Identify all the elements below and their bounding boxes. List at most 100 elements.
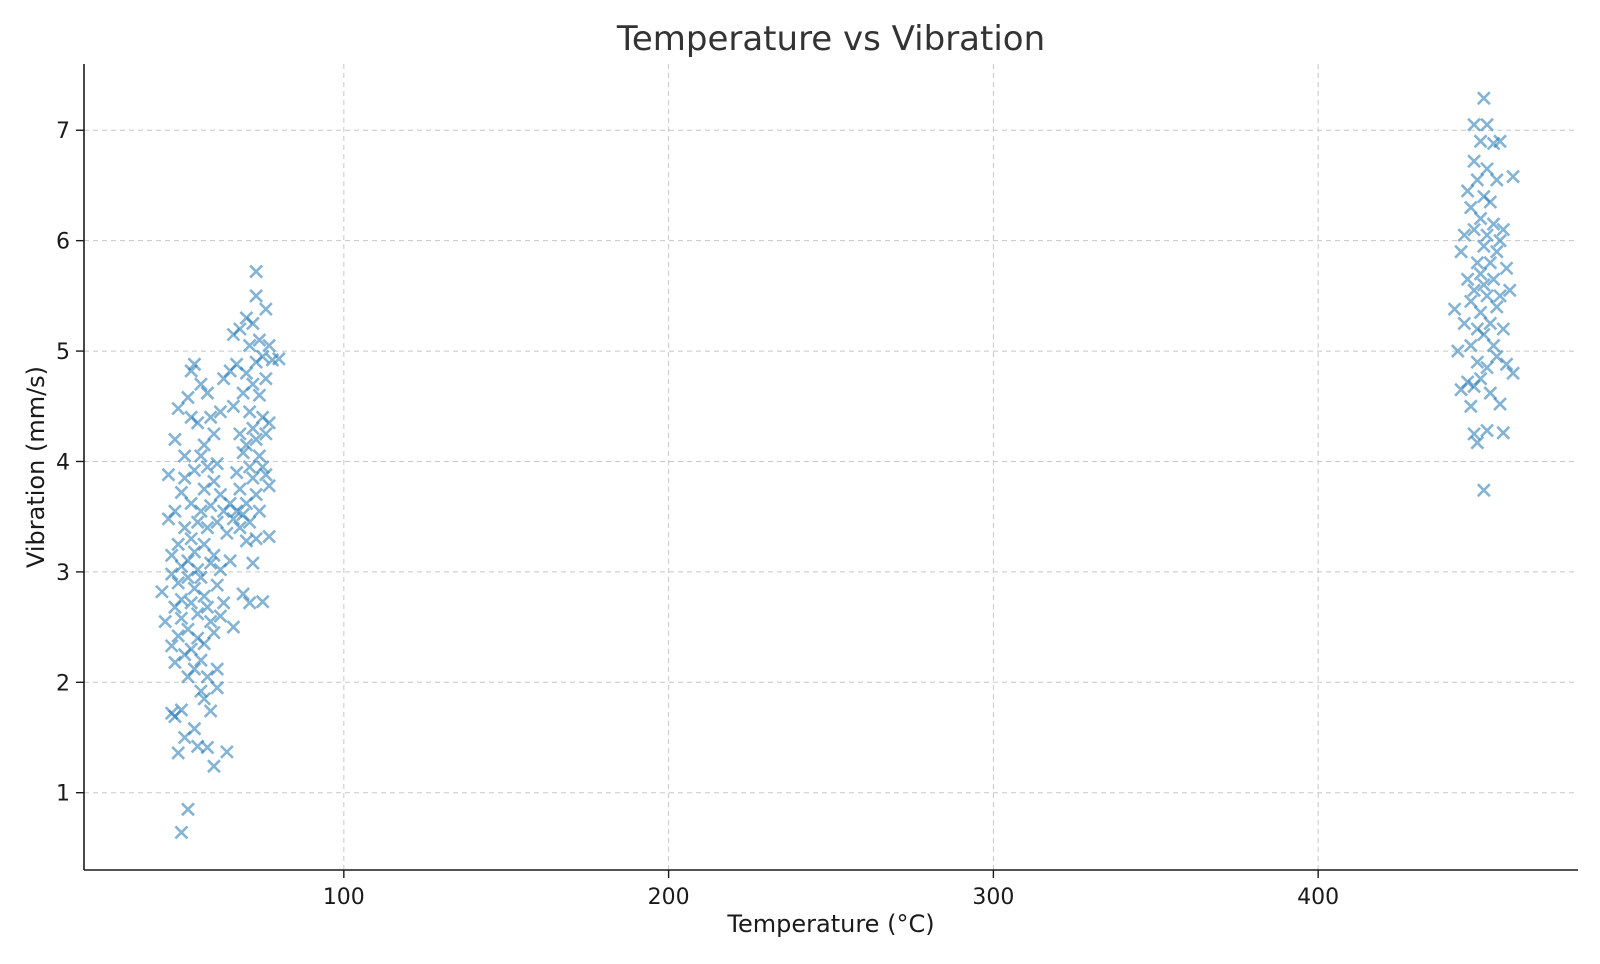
data-point: [1473, 266, 1488, 281]
data-point: [252, 449, 267, 463]
data-point: [1447, 302, 1462, 317]
data-point: [194, 504, 208, 519]
data-point: [1467, 283, 1481, 298]
data-point: [1489, 299, 1504, 314]
data-point: [258, 467, 273, 482]
data-point: [203, 410, 218, 425]
data-point: [1496, 425, 1511, 440]
data-point: [210, 515, 225, 530]
data-point: [190, 515, 205, 530]
data-point: [239, 437, 254, 452]
data-point: [1470, 173, 1485, 187]
x-tick-label: 100: [323, 885, 365, 910]
data-point: [1460, 375, 1475, 389]
data-point: [1460, 184, 1475, 198]
data-point: [1489, 173, 1504, 187]
data-point: [171, 746, 186, 760]
data-point: [1473, 371, 1488, 386]
data-point: [164, 638, 179, 653]
data-point: [206, 625, 221, 640]
data-point: [184, 496, 199, 511]
data-point: [219, 526, 234, 541]
y-tick-label: 3: [56, 561, 70, 586]
data-point: [177, 471, 192, 485]
data-point: [262, 529, 277, 544]
data-point: [200, 386, 215, 400]
data-point: [262, 338, 277, 353]
data-point: [1483, 316, 1498, 331]
data-point: [177, 449, 192, 463]
data-point: [184, 531, 199, 546]
data-point: [155, 584, 169, 599]
data-point: [249, 432, 264, 447]
data-point: [203, 614, 218, 629]
data-point: [190, 562, 205, 577]
data-point: [1476, 277, 1491, 292]
data-point: [1457, 228, 1472, 243]
data-point: [210, 578, 225, 593]
data-point: [184, 595, 199, 610]
y-tick-label: 7: [56, 119, 70, 144]
axes: [83, 64, 1578, 871]
data-point: [210, 680, 225, 695]
data-point: [1463, 200, 1478, 215]
y-axis-label: Vibration (mm/s): [22, 366, 50, 568]
data-point: [194, 449, 208, 463]
data-point: [249, 288, 264, 303]
data-point: [1476, 327, 1491, 342]
data-point: [213, 404, 228, 419]
data-point: [239, 366, 254, 381]
data-point: [249, 487, 264, 502]
data-point: [1460, 272, 1475, 287]
data-point: [1473, 211, 1488, 226]
data-point: [194, 377, 208, 392]
data-point: [1480, 423, 1494, 438]
data-point: [245, 316, 260, 331]
data-point: [232, 322, 247, 336]
data-point: [258, 371, 273, 386]
data-point: [255, 594, 270, 609]
data-point: [1480, 360, 1494, 375]
data-point: [1470, 435, 1485, 450]
data-point: [187, 581, 202, 596]
data-point: [262, 415, 277, 430]
data-point: [164, 548, 179, 563]
data-point: [168, 655, 182, 670]
data-point: [1486, 217, 1501, 232]
data-point: [1470, 355, 1485, 370]
data-point: [187, 545, 202, 559]
data-point: [181, 570, 195, 585]
data-point: [245, 421, 260, 436]
data-point: [1480, 228, 1494, 243]
data-point: [203, 498, 218, 513]
data-point: [1486, 272, 1501, 287]
data-point: [1476, 91, 1491, 106]
data-point: [1476, 239, 1491, 254]
data-point: [200, 600, 215, 615]
data-point: [1489, 349, 1504, 364]
data-point: [1506, 169, 1520, 184]
data-point: [258, 426, 273, 441]
data-point: [184, 642, 199, 657]
data-point: [190, 606, 205, 621]
data-point: [200, 460, 215, 474]
data-point: [1493, 397, 1507, 411]
data-point: [200, 669, 215, 684]
data-point: [232, 520, 247, 535]
y-tick-label: 2: [56, 671, 70, 696]
data-point: [1493, 233, 1507, 248]
x-tick-label: 400: [1297, 885, 1339, 910]
data-point: [1486, 338, 1501, 353]
data-point: [1467, 426, 1481, 441]
data-point: [1480, 288, 1494, 303]
data-point: [1467, 222, 1481, 237]
data-point: [242, 460, 257, 474]
data-point: [164, 567, 179, 582]
data-point: [1480, 161, 1494, 176]
data-point: [1493, 288, 1507, 303]
data-point: [200, 740, 215, 755]
chart-title: Temperature vs Vibration: [616, 19, 1045, 59]
grid: [84, 64, 1578, 870]
data-point: [226, 511, 241, 526]
